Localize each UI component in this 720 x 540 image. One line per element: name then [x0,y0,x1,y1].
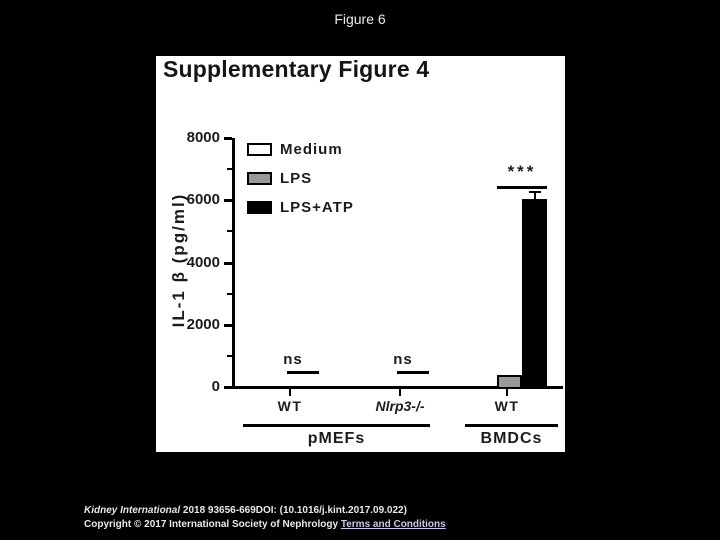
x-axis-line [229,386,563,389]
significance-label: ns [283,351,303,368]
legend-label: Medium [280,141,343,158]
significance-label: *** [507,162,537,181]
legend-label: LPS [280,170,313,187]
x-category-label: Nlrp3-/- [375,398,425,414]
legend-label: LPS+ATP [280,199,354,216]
bar-lps-2 [496,374,522,389]
x-axis-tick [506,389,508,396]
copyright-text: Copyright © 2017 International Society o… [84,519,341,530]
group-bracket-line [243,424,430,427]
citation-line-2: Copyright © 2017 International Society o… [84,518,446,532]
significance-label: ns [393,351,413,368]
y-axis-tick-label: 4000 [186,253,220,271]
x-axis-tick [399,389,401,396]
x-axis-tick [289,389,291,396]
y-axis-tick-label: 8000 [186,129,220,146]
significance-line [397,371,429,374]
citation: Kidney International 2018 93656-669DOI: … [84,504,446,532]
citation-line-1: Kidney International 2018 93656-669DOI: … [84,504,446,518]
citation-journal: Kidney International [84,505,181,516]
legend-swatch-lps [247,172,272,185]
error-bar-cap [528,191,541,194]
error-bar-line [533,192,536,199]
y-axis-tick-label: 2000 [186,315,220,333]
bar-lps-atp-2 [522,198,547,389]
legend-swatch-medium [247,143,272,156]
y-axis-minor-tick [227,354,232,357]
y-axis-tick [224,137,232,140]
group-bracket-label: BMDCs [480,430,543,447]
significance-line [497,186,547,189]
y-axis-tick [224,323,232,327]
x-category-label: WT [277,398,303,414]
terms-link[interactable]: Terms and Conditions [340,519,446,530]
y-axis-minor-tick [227,292,232,295]
significance-line [287,371,319,374]
y-axis-minor-tick [227,168,232,171]
citation-rest: 2018 93656-669DOI: (10.1016/j.kint.2017.… [180,505,407,516]
y-axis-tick [224,199,232,203]
legend-swatch-lps-atp [247,201,272,214]
y-axis-tick-label: 6000 [186,191,220,209]
y-axis-tick [224,386,232,389]
group-bracket-line [465,424,558,427]
figure-inner-title: Supplementary Figure 4 [163,56,430,82]
y-axis-line [232,138,235,389]
page-title: Figure 6 [334,11,386,27]
x-category-label: WT [494,398,520,414]
y-axis-tick [224,261,232,265]
group-bracket-label: pMEFs [307,430,366,447]
y-axis-tick-label: 0 [211,378,220,395]
y-axis-minor-tick [227,230,232,233]
